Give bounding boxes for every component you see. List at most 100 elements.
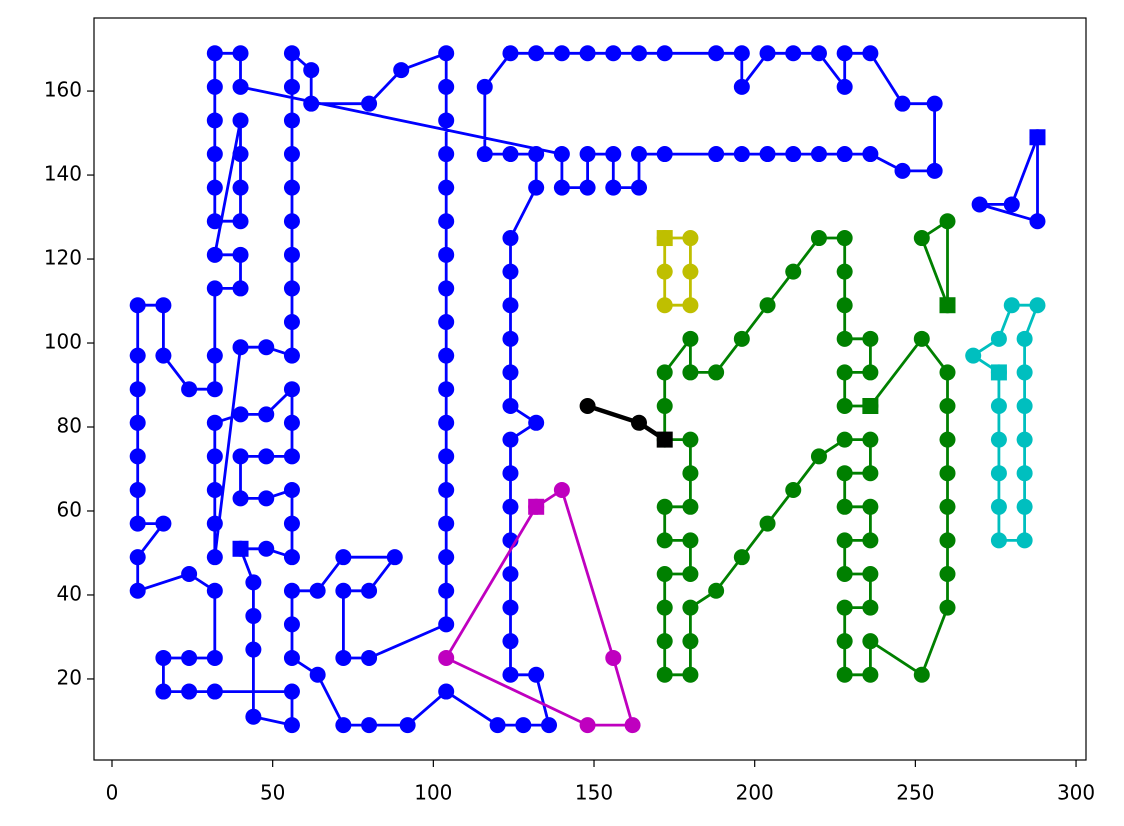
- point-marker: [476, 78, 493, 95]
- y-tick-label: 20: [57, 665, 82, 689]
- point-marker: [335, 717, 352, 734]
- point-marker: [129, 515, 146, 532]
- point-marker: [502, 364, 519, 381]
- point-marker: [438, 582, 455, 599]
- point-marker: [489, 717, 506, 734]
- point-marker: [206, 213, 223, 230]
- point-marker: [245, 708, 262, 725]
- point-marker: [836, 330, 853, 347]
- point-marker: [990, 330, 1007, 347]
- point-marker: [862, 431, 879, 448]
- point-marker: [438, 280, 455, 297]
- point-marker: [309, 666, 326, 683]
- point-marker: [1016, 532, 1033, 549]
- point-marker: [283, 280, 300, 297]
- x-tick-label: 250: [896, 781, 934, 805]
- point-marker: [245, 607, 262, 624]
- point-marker: [836, 666, 853, 683]
- point-marker: [1016, 431, 1033, 448]
- point-marker: [258, 406, 275, 423]
- point-marker: [785, 481, 802, 498]
- point-marker: [733, 78, 750, 95]
- point-marker: [361, 649, 378, 666]
- point-marker: [232, 146, 249, 163]
- point-marker: [206, 146, 223, 163]
- point-marker: [836, 45, 853, 62]
- point-marker: [155, 683, 172, 700]
- point-marker: [836, 398, 853, 415]
- point-marker: [502, 599, 519, 616]
- point-marker: [206, 45, 223, 62]
- point-marker: [836, 230, 853, 247]
- point-marker: [502, 330, 519, 347]
- point-marker: [682, 633, 699, 650]
- point-marker: [553, 481, 570, 498]
- x-tick-label: 50: [260, 781, 285, 805]
- point-marker: [155, 347, 172, 364]
- point-marker: [785, 45, 802, 62]
- point-marker: [990, 532, 1007, 549]
- point-marker: [656, 565, 673, 582]
- point-marker: [438, 179, 455, 196]
- point-marker: [232, 213, 249, 230]
- y-tick-label: 40: [57, 581, 82, 605]
- point-marker: [939, 565, 956, 582]
- point-marker: [862, 364, 879, 381]
- point-marker: [656, 263, 673, 280]
- point-marker: [232, 406, 249, 423]
- point-marker: [438, 78, 455, 95]
- point-marker: [939, 532, 956, 549]
- point-marker: [836, 465, 853, 482]
- point-marker: [990, 398, 1007, 415]
- point-marker: [605, 45, 622, 62]
- point-marker: [836, 263, 853, 280]
- point-marker: [206, 481, 223, 498]
- point-marker: [913, 230, 930, 247]
- point-marker: [502, 633, 519, 650]
- point-marker: [438, 146, 455, 163]
- point-marker: [862, 45, 879, 62]
- point-marker: [386, 549, 403, 566]
- point-marker: [438, 414, 455, 431]
- point-marker: [541, 717, 558, 734]
- point-marker: [528, 414, 545, 431]
- point-marker: [733, 330, 750, 347]
- point-marker: [836, 532, 853, 549]
- point-marker: [894, 162, 911, 179]
- point-marker: [682, 431, 699, 448]
- point-marker: [232, 540, 249, 557]
- y-tick-label: 160: [44, 78, 82, 102]
- point-marker: [682, 297, 699, 314]
- point-marker: [708, 45, 725, 62]
- point-marker: [656, 146, 673, 163]
- point-marker: [129, 347, 146, 364]
- point-marker: [438, 481, 455, 498]
- point-marker: [810, 146, 827, 163]
- point-marker: [939, 599, 956, 616]
- point-marker: [708, 364, 725, 381]
- point-marker: [810, 45, 827, 62]
- point-marker: [438, 314, 455, 331]
- point-marker: [656, 364, 673, 381]
- y-tick-label: 100: [44, 330, 82, 354]
- point-marker: [129, 481, 146, 498]
- point-marker: [438, 381, 455, 398]
- point-marker: [990, 431, 1007, 448]
- point-marker: [913, 666, 930, 683]
- point-marker: [605, 146, 622, 163]
- point-marker: [232, 490, 249, 507]
- point-marker: [206, 649, 223, 666]
- point-marker: [232, 112, 249, 129]
- point-marker: [579, 398, 596, 415]
- point-marker: [836, 498, 853, 515]
- point-marker: [476, 146, 493, 163]
- point-marker: [283, 515, 300, 532]
- point-marker: [181, 649, 198, 666]
- point-marker: [656, 230, 673, 247]
- point-marker: [438, 649, 455, 666]
- point-marker: [656, 599, 673, 616]
- point-marker: [579, 717, 596, 734]
- point-marker: [181, 381, 198, 398]
- point-marker: [682, 599, 699, 616]
- point-marker: [502, 230, 519, 247]
